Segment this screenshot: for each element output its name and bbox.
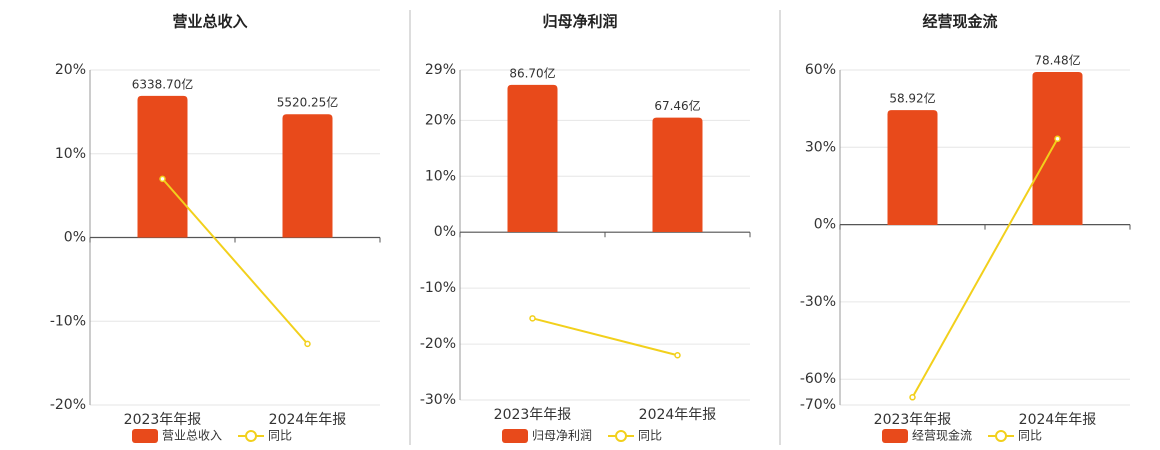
line-point xyxy=(909,394,916,401)
line xyxy=(532,317,678,357)
value-label: 5520.25亿 xyxy=(277,95,339,110)
y-tick-label: 10% xyxy=(425,168,456,184)
x-tick-label: 2023年年报 xyxy=(874,412,952,428)
y-tick-label: -60% xyxy=(800,371,836,387)
y-tick-label: -20% xyxy=(420,336,456,352)
line-point xyxy=(674,352,681,359)
y-tick-label: -30% xyxy=(800,294,836,310)
y-tick-label: -10% xyxy=(420,280,456,296)
line-point xyxy=(304,340,311,348)
legend-swatch xyxy=(882,429,908,443)
y-tick-label: 0% xyxy=(814,217,836,233)
line-point xyxy=(159,175,166,183)
y-tick-label: -30% xyxy=(420,392,456,408)
chart-title: 归母净利润 xyxy=(542,13,617,31)
legend-swatch xyxy=(502,429,528,443)
legend-label: 同比 xyxy=(638,429,662,443)
x-tick-label: 2023年年报 xyxy=(124,412,202,428)
chart-title: 经营现金流 xyxy=(922,13,997,31)
y-tick-label: -10% xyxy=(50,313,86,329)
y-tick-label: 20% xyxy=(425,112,456,128)
y-tick-label: 0% xyxy=(434,224,456,240)
line xyxy=(911,138,1059,398)
x-tick-label: 2024年年报 xyxy=(269,412,347,428)
line-point xyxy=(529,315,536,322)
value-label: 78.48亿 xyxy=(1034,52,1080,67)
bar xyxy=(887,110,938,226)
legend-label: 同比 xyxy=(1018,429,1042,443)
y-tick-label: 60% xyxy=(805,62,836,78)
line xyxy=(161,178,309,345)
value-label: 58.92亿 xyxy=(889,91,935,106)
legend-label: 归母净利润 xyxy=(532,429,592,443)
x-tick-label: 2024年年报 xyxy=(639,407,717,423)
value-label: 86.70亿 xyxy=(509,65,555,80)
legend-label: 营业总收入 xyxy=(162,429,222,443)
y-tick-label: 30% xyxy=(805,139,836,155)
chart-title: 营业总收入 xyxy=(172,13,247,31)
y-tick-label: 0% xyxy=(64,230,86,246)
legend-label: 同比 xyxy=(268,429,292,443)
line-point xyxy=(1054,135,1061,143)
legend-swatch xyxy=(995,430,1008,442)
y-tick-label: -20% xyxy=(50,397,86,413)
legend-swatch xyxy=(245,430,258,442)
legend-label: 经营现金流 xyxy=(912,428,972,443)
x-tick-label: 2024年年报 xyxy=(1019,412,1097,428)
bar xyxy=(652,117,703,233)
value-label: 67.46亿 xyxy=(654,98,700,113)
y-tick-label: -70% xyxy=(800,397,836,413)
bar xyxy=(507,84,558,233)
x-tick-label: 2023年年报 xyxy=(494,407,572,423)
legend-swatch xyxy=(132,429,158,443)
bar xyxy=(137,95,188,238)
y-tick-label: 29% xyxy=(425,62,456,78)
y-tick-label: 20% xyxy=(55,62,86,78)
value-label: 6338.70亿 xyxy=(132,76,194,91)
bar xyxy=(282,114,333,238)
bar xyxy=(1032,71,1083,226)
y-tick-label: 10% xyxy=(55,146,86,162)
legend-swatch xyxy=(615,430,628,442)
